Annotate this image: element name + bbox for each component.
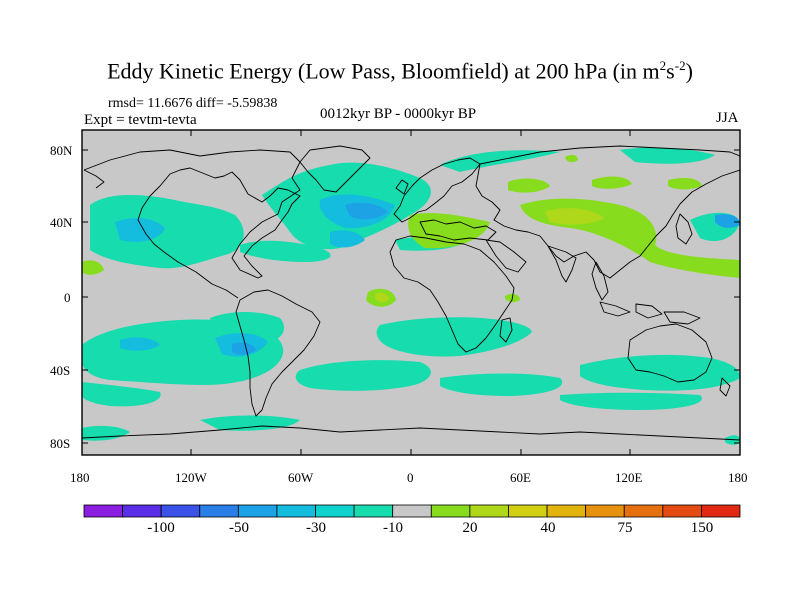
anomaly-region [375,292,389,303]
colorbar-swatch [353,504,394,518]
lon-label: 120E [615,470,643,485]
anomaly-region [82,260,104,275]
colorbar-label: 75 [617,520,633,536]
colorbar-swatch [585,504,625,518]
lat-label: 80S [50,436,71,451]
lon-label: 180 [728,470,748,485]
anomaly-fields [82,147,740,445]
anomaly-region [240,240,331,262]
lat-label: 40S [50,363,71,378]
anomaly-region [508,178,550,193]
colorbar-swatch [430,504,471,518]
colorbar-swatch [237,504,278,518]
anomaly-region [440,150,560,172]
axis-ticks [82,130,740,455]
colorbar-label: -10 [383,520,403,536]
colorbar-swatch [199,504,239,518]
colorbar-swatch [546,504,587,518]
colorbar-swatch [315,504,355,518]
season-label: JJA [716,110,739,126]
colorbar-label: 150 [690,520,714,536]
lon-label: 60E [510,470,531,485]
anomaly-region [376,317,532,357]
colorbar-swatch [160,504,201,518]
colorbar-swatch [276,504,316,518]
colorbar-label: -100 [147,520,175,536]
anomaly-region [715,214,740,228]
anomaly-region [232,342,256,355]
stats-label: rmsd= 11.6676 diff= -5.59838 [108,96,278,111]
colorbar-label: -50 [229,520,249,536]
colorbar-label: 40 [540,520,556,536]
anomaly-region [120,337,160,351]
lon-label: 180 [70,470,90,485]
anomaly-region [82,382,161,407]
colorbar-swatch [83,504,123,518]
lat-label: 80N [50,143,73,158]
anomaly-region [295,360,431,391]
anomaly-region [408,212,490,249]
anomaly-region [330,230,365,248]
lon-label: 0 [407,470,414,485]
colorbar [83,504,741,518]
anomaly-region [668,178,702,190]
colorbar-label: -30 [306,520,326,536]
anomaly-region [620,147,715,164]
lon-label: 60W [288,470,314,485]
anomaly-region [565,154,578,163]
period-label: 0012kyr BP - 0000kyr BP [320,106,477,122]
anomaly-region [440,373,563,396]
colorbar-label: 20 [462,520,478,536]
anomaly-region [580,354,740,391]
colorbar-swatch [122,504,162,518]
lat-label: 40N [50,215,73,230]
expt-label: Expt = tevtm-tevta [84,112,197,128]
anomaly-region [560,392,702,410]
colorbar-swatch [701,504,741,518]
lat-label: 0 [64,290,71,305]
coastlines [82,145,740,441]
colorbar-swatch [623,504,664,518]
anomaly-region [592,176,632,189]
colorbar-swatch [469,504,509,518]
anomaly-region [115,218,165,242]
lon-label: 120W [175,470,207,485]
colorbar-swatch [392,504,432,518]
chart-title: Eddy Kinetic Energy (Low Pass, Bloomfiel… [107,58,693,84]
anomaly-region [545,208,605,225]
colorbar-swatch [662,504,702,518]
anomaly-region [90,195,244,269]
colorbar-swatch [508,504,548,518]
anomaly-region [345,202,388,220]
